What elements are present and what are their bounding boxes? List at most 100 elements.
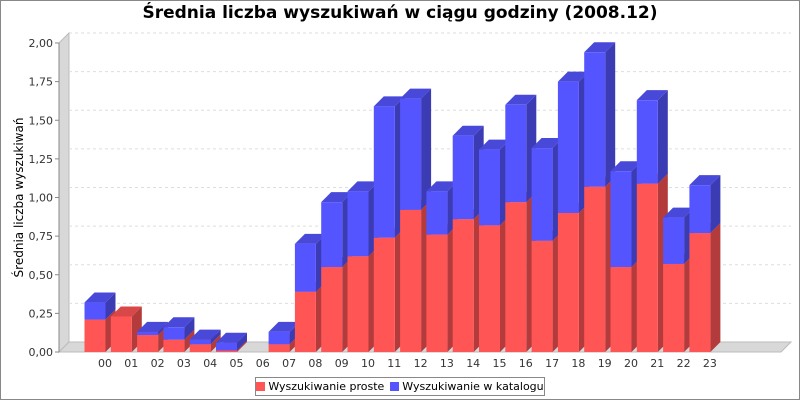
bar-side <box>710 223 721 352</box>
bar-top <box>268 321 300 332</box>
y-tick-label: 0,50 <box>29 269 54 282</box>
bar-simple <box>321 267 343 352</box>
x-tick-label: 08 <box>308 357 322 370</box>
x-tick-label: 19 <box>598 357 612 370</box>
bar-top <box>216 332 247 343</box>
x-tick-label: 00 <box>98 357 112 370</box>
bar-simple <box>610 267 632 352</box>
bar-simple <box>163 339 185 352</box>
bar-top <box>137 321 169 332</box>
bar-simple <box>373 237 395 352</box>
bar-catalog <box>426 191 448 235</box>
x-tick-label: 03 <box>177 357 191 370</box>
bar-top <box>110 306 142 317</box>
y-tick-label: 0,25 <box>29 307 54 320</box>
plot-side-wall <box>58 31 70 354</box>
bar-simple <box>294 291 316 352</box>
bar-catalog <box>505 104 527 203</box>
bar-catalog <box>268 331 290 345</box>
bar-simple <box>268 344 290 352</box>
legend-item-catalog: Wyszukiwanie w katalogu <box>390 380 544 393</box>
bar-simple <box>84 319 106 352</box>
bar-side <box>237 332 247 351</box>
y-tick-label: 1,75 <box>29 76 54 89</box>
x-tick-label: 02 <box>151 357 165 370</box>
bar-catalog <box>452 135 474 220</box>
bar-catalog <box>373 106 395 238</box>
x-tick-label: 12 <box>414 357 428 370</box>
x-tick-label: 04 <box>203 357 217 370</box>
legend-label-simple: Wyszukiwanie proste <box>268 380 385 393</box>
bar-top <box>373 96 405 107</box>
y-tick-label: 0,75 <box>29 230 54 243</box>
bar-catalog <box>584 52 606 187</box>
bar-catalog <box>216 342 237 351</box>
bar-top <box>689 175 721 186</box>
bar-top <box>347 181 379 192</box>
bar-top <box>400 88 432 99</box>
bar-top <box>610 161 642 172</box>
bar-simple <box>189 344 211 352</box>
x-tick-label: 17 <box>545 357 559 370</box>
bar-top <box>505 94 537 105</box>
y-tick-label: 1,50 <box>29 114 54 127</box>
bar-top <box>636 90 668 101</box>
bar-simple <box>636 183 658 352</box>
bar-side <box>210 329 221 345</box>
y-tick-label: 2,00 <box>29 37 54 50</box>
x-tick-label: 11 <box>387 357 401 370</box>
legend-label-catalog: Wyszukiwanie w katalogu <box>402 380 544 393</box>
x-tick-label: 22 <box>677 357 691 370</box>
x-tick-label: 07 <box>282 357 296 370</box>
bar-catalog <box>636 100 658 184</box>
bar-side <box>105 292 116 320</box>
bar-simple <box>479 225 500 352</box>
bar-catalog <box>479 149 500 226</box>
y-tick-label: 1,00 <box>29 192 54 205</box>
bar-catalog <box>321 202 343 268</box>
bar-simple <box>110 316 132 352</box>
bar-top <box>294 233 326 244</box>
bar-side <box>184 329 195 352</box>
bar-catalog <box>163 327 185 340</box>
y-axis-label: Średnia liczba wyszukiwań <box>11 118 26 278</box>
bar-simple <box>347 256 369 352</box>
bar-catalog <box>689 185 711 234</box>
bar-side <box>605 42 616 187</box>
x-tick-label: 01 <box>124 357 138 370</box>
x-tick-label: 23 <box>703 357 717 370</box>
x-tick-label: 18 <box>571 357 585 370</box>
x-tick-label: 10 <box>361 357 375 370</box>
bar-top <box>479 139 510 150</box>
x-tick-label: 14 <box>466 357 480 370</box>
legend-item-simple: Wyszukiwanie proste <box>256 380 384 393</box>
legend-swatch-catalog <box>390 382 400 391</box>
y-tick-label: 0,00 <box>29 346 54 359</box>
bar-top <box>663 207 695 218</box>
x-tick-label: 09 <box>335 357 349 370</box>
bar-simple <box>557 212 579 352</box>
bar-simple <box>531 240 553 352</box>
bar-simple <box>137 335 159 352</box>
bar-catalog <box>294 243 316 292</box>
bar-side <box>421 88 432 210</box>
bar-side <box>210 334 221 352</box>
bar-simple <box>452 219 474 352</box>
bar-top <box>189 329 221 340</box>
bar-top <box>84 292 116 303</box>
bar-top <box>426 181 458 192</box>
bar-side <box>710 175 721 234</box>
bar-catalog <box>84 302 106 320</box>
x-tick-label: 20 <box>624 357 638 370</box>
bar-top <box>163 317 195 328</box>
bar-catalog <box>557 81 579 213</box>
x-tick-label: 21 <box>650 357 664 370</box>
bar-catalog <box>400 98 422 210</box>
bar-catalog <box>531 148 553 241</box>
bar-catalog <box>189 339 211 345</box>
bar-simple <box>400 209 422 352</box>
bar-top <box>452 125 484 136</box>
bar-side <box>237 340 247 352</box>
